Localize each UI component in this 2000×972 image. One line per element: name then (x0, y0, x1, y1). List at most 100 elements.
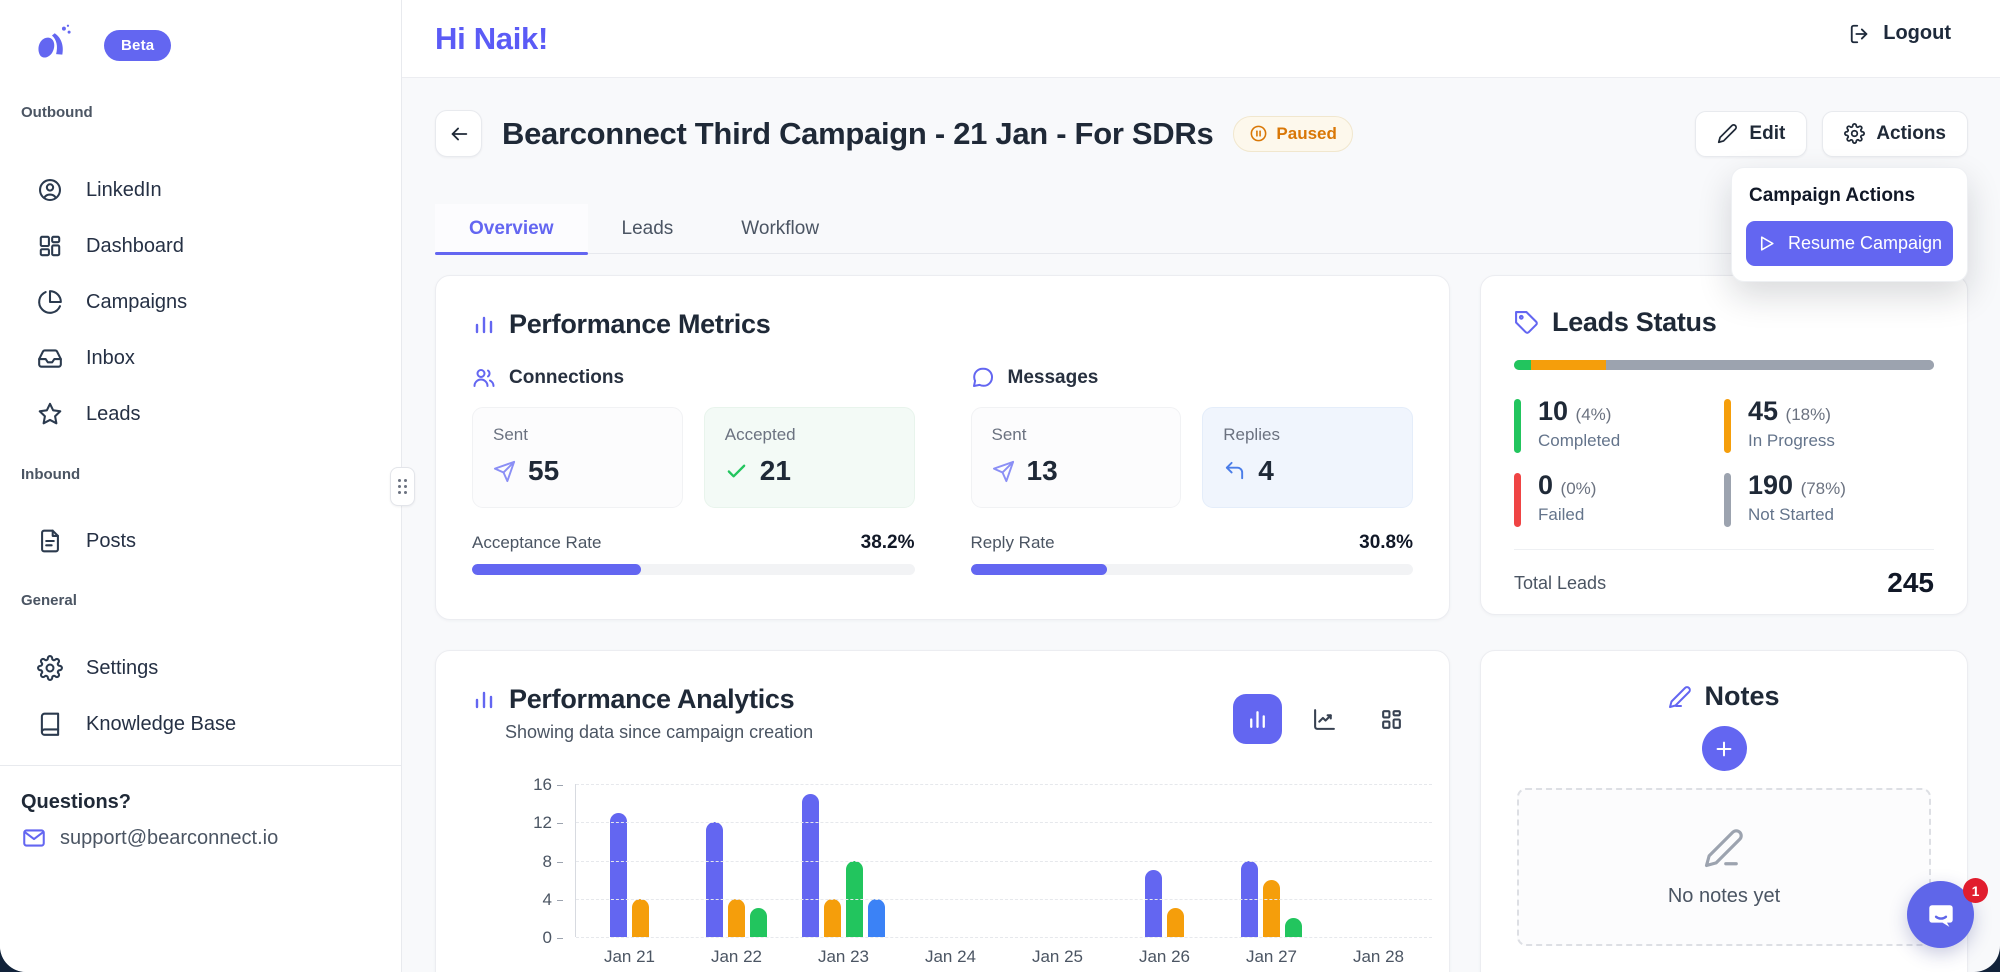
section-label-inbound: Inbound (21, 466, 81, 483)
sidebar-item-posts[interactable]: Posts (0, 513, 402, 569)
edit-button[interactable]: Edit (1695, 110, 1808, 157)
gear-icon (1844, 123, 1866, 144)
sidebar-item-settings[interactable]: Settings (0, 640, 402, 696)
bar-purple (610, 812, 627, 937)
resume-campaign-button[interactable]: Resume Campaign (1746, 221, 1953, 266)
bar-group-jan-21 (576, 784, 683, 937)
inbox-icon (38, 349, 62, 368)
pencil-icon (1704, 828, 1743, 867)
stat-color-bar (1514, 399, 1521, 453)
sidebar-item-knowledge-base[interactable]: Knowledge Base (0, 696, 402, 752)
pencil-icon (1669, 685, 1692, 708)
sidebar-item-inbox[interactable]: Inbox (0, 330, 402, 386)
x-tick-label: Jan 27 (1245, 947, 1298, 966)
notes-empty-state: No notes yet (1517, 788, 1931, 946)
user-circle-icon (39, 179, 61, 201)
reply-rate-bar (970, 564, 1413, 575)
x-tick-label: Jan 21 (603, 947, 656, 966)
support-email-link[interactable]: support@bearconnect.io (21, 825, 278, 851)
gridline-y-4: 4 (543, 890, 1432, 909)
reply-arrow-icon (1226, 461, 1244, 479)
sidebar-item-linkedin[interactable]: LinkedIn (0, 162, 402, 218)
arrow-left-icon (451, 127, 467, 140)
connections-label: Connections (509, 367, 625, 388)
sidebar-item-dashboard[interactable]: Dashboard (0, 218, 402, 274)
messages-replies-box: Replies 4 (1202, 407, 1413, 508)
plus-icon (1716, 741, 1732, 756)
messages-label: Messages (1007, 367, 1099, 388)
reply-rate-label: Reply Rate (970, 533, 1055, 552)
sidebar-item-campaigns[interactable]: Campaigns (0, 274, 402, 330)
grid-view-button[interactable] (1367, 694, 1416, 744)
brand-logo-icon (30, 20, 76, 71)
messages-sent-value: 13 (1026, 455, 1058, 486)
bar-chart-icon (475, 316, 493, 333)
gridline-y-16: 16 (533, 775, 1432, 794)
leads-status-title: Leads Status (1552, 307, 1717, 337)
y-tick-label: 0 (543, 928, 576, 948)
x-tick-label: Jan 28 (1352, 947, 1405, 966)
total-leads-label: Total Leads (1514, 572, 1607, 593)
chat-unread-badge: 1 (1963, 878, 1988, 903)
section-label-general: General (21, 592, 77, 609)
leads-status-progress (1514, 360, 1934, 370)
x-tick-label: Jan 25 (1031, 947, 1084, 966)
messages-sent-box: Sent 13 (970, 407, 1182, 508)
actions-menu-title: Campaign Actions (1749, 185, 1916, 206)
y-tick-label: 4 (543, 890, 576, 910)
bar-blue (868, 898, 885, 937)
campaign-actions-menu: Campaign Actions Resume Campaign (1731, 167, 1968, 282)
bar-orange (1167, 908, 1184, 937)
bar-chart-view-button[interactable] (1233, 694, 1282, 744)
acceptance-rate-label: Acceptance Rate (472, 533, 602, 552)
section-label-outbound: Outbound (21, 104, 93, 121)
leads-segment-in-progress (1530, 360, 1607, 370)
tab-leads[interactable]: Leads (621, 217, 674, 239)
document-icon (41, 529, 59, 553)
sidebar-item-leads[interactable]: Leads (0, 386, 402, 442)
sidebar-divider (0, 765, 402, 766)
leads-status-card: Leads Status 10 (4%) Completed 45 (18%) In … (1480, 275, 1968, 615)
y-tick-label: 12 (533, 813, 576, 833)
back-button[interactable] (435, 110, 482, 157)
notes-card: Notes No notes yet (1480, 650, 1968, 972)
leads-stat-failed: 0 (0%) Failed (1514, 470, 1724, 527)
line-chart-view-button[interactable] (1300, 694, 1349, 744)
leads-segment-completed (1514, 360, 1531, 370)
bar-purple (706, 822, 723, 937)
performance-analytics-title: Performance Analytics (509, 684, 795, 714)
connections-sent-value: 55 (528, 455, 560, 486)
stat-color-bar (1724, 473, 1731, 527)
bar-purple (1145, 870, 1162, 937)
logout-icon (1851, 24, 1868, 43)
add-note-button[interactable] (1701, 726, 1747, 771)
performance-metrics-card: Performance Metrics Connections Sent 55 (435, 275, 1450, 620)
bar-orange (824, 898, 841, 937)
tab-bar: Overview Leads Workflow (435, 204, 1968, 255)
messages-replies-value: 4 (1258, 455, 1274, 486)
x-tick-label: Jan 22 (710, 947, 763, 966)
tab-overview[interactable]: Overview (435, 204, 588, 255)
beta-badge: Beta (104, 30, 172, 61)
line-chart-icon (1314, 708, 1335, 730)
chat-bubble-icon (1928, 904, 1953, 927)
questions-label: Questions? (21, 791, 132, 813)
sidebar-resize-handle[interactable] (390, 467, 415, 506)
tab-workflow[interactable]: Workflow (741, 217, 820, 239)
x-tick-label: Jan 24 (924, 947, 977, 966)
pause-circle-icon (1250, 125, 1267, 142)
leads-segment-not-started (1606, 360, 1934, 370)
connections-accepted-value: 21 (759, 455, 791, 486)
bar-group-jan-26 (1111, 784, 1218, 937)
play-icon (1760, 236, 1774, 251)
bar-chart-plot: 16 12 8 4 0 (533, 775, 1432, 947)
message-bubble-icon (972, 367, 993, 387)
pencil-icon (1718, 124, 1738, 144)
main-area: Hi Naik! Logout Bearconnect Third Campai… (402, 0, 2000, 972)
chat-launcher-button[interactable] (1907, 881, 1974, 948)
bar-group-jan-22 (683, 784, 790, 937)
dashboard-grid-icon (39, 235, 61, 257)
actions-button[interactable]: Actions (1822, 110, 1968, 157)
logout-button[interactable]: Logout (1849, 22, 1951, 45)
